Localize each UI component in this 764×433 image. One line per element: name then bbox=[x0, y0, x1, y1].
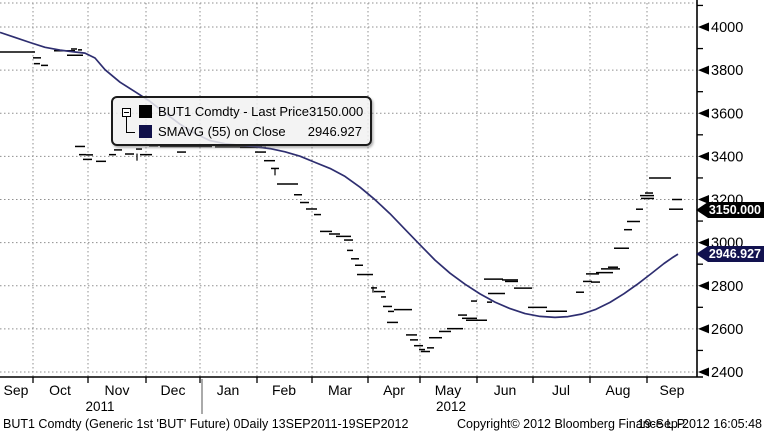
x-axis-month-label: Mar bbox=[328, 382, 352, 398]
x-axis-month-label: Oct bbox=[49, 382, 71, 398]
y-axis-tick-arrow bbox=[698, 324, 709, 334]
chart-description: BUT1 Comdty (Generic 1st 'BUT' Future) 0… bbox=[3, 417, 409, 431]
y-axis-label: 2800 bbox=[711, 279, 743, 295]
y-axis-label: 3600 bbox=[711, 106, 743, 122]
y-axis-label: 4000 bbox=[711, 20, 743, 36]
x-axis-month-label: Dec bbox=[161, 382, 186, 398]
x-axis-month-label: Sep bbox=[4, 382, 29, 398]
y-axis-tick-arrow bbox=[698, 108, 709, 118]
y-axis-tick-arrow bbox=[698, 22, 709, 32]
y-axis-label: 2400 bbox=[711, 365, 743, 381]
smavg-line bbox=[0, 31, 679, 319]
x-axis-month-label: May bbox=[435, 382, 461, 398]
legend-swatch-last-price bbox=[139, 105, 152, 118]
y-axis-label: 3400 bbox=[711, 149, 743, 165]
y-axis-tick-arrow bbox=[698, 238, 709, 248]
x-axis-month-label: Apr bbox=[383, 382, 405, 398]
y-axis-tick-arrow bbox=[698, 151, 709, 161]
legend-swatch-smavg bbox=[139, 125, 152, 138]
x-axis-month-label: Jun bbox=[494, 382, 517, 398]
legend-label: SMAVG (55) on Close bbox=[158, 124, 286, 139]
x-axis-year-label: 2012 bbox=[436, 399, 466, 414]
legend-item-last-price[interactable]: BUT1 Comdty - Last Price 3150.000 bbox=[139, 103, 364, 120]
copyright-notice: Copyright© 2012 Bloomberg Finance L.P. bbox=[457, 417, 687, 431]
legend-expander-icon[interactable] bbox=[122, 108, 131, 117]
chart-legend: BUT1 Comdty - Last Price 3150.000 SMAVG … bbox=[111, 96, 372, 146]
last-price-badge: 3150.000 bbox=[696, 202, 764, 218]
smavg-price-badge: 2946.927 bbox=[696, 246, 764, 262]
y-axis-label: 3800 bbox=[711, 63, 743, 79]
y-axis-tick-arrow bbox=[698, 281, 709, 291]
x-axis-year-label: 2011 bbox=[85, 399, 114, 414]
legend-value: 2946.927 bbox=[307, 124, 362, 139]
x-axis-month-label: Sep bbox=[660, 382, 685, 398]
x-axis-month-label: Jan bbox=[217, 382, 240, 398]
legend-item-smavg[interactable]: SMAVG (55) on Close 2946.927 bbox=[139, 123, 362, 140]
timestamp: 19-Sep-2012 16:05:48 bbox=[637, 417, 762, 431]
legend-label: BUT1 Comdty - Last Price bbox=[158, 104, 309, 119]
y-axis-tick-arrow bbox=[698, 65, 709, 75]
x-axis-month-label: Nov bbox=[105, 382, 130, 398]
x-axis-month-label: Jul bbox=[552, 382, 570, 398]
y-axis-tick-arrow bbox=[698, 367, 709, 377]
x-axis-month-label: Feb bbox=[272, 382, 296, 398]
legend-value: 3150.000 bbox=[309, 104, 364, 119]
y-axis-tick-arrow bbox=[698, 195, 709, 204]
y-axis-label: 2600 bbox=[711, 322, 743, 338]
legend-tree-connector bbox=[126, 117, 135, 133]
x-axis-month-label: Aug bbox=[606, 382, 631, 398]
